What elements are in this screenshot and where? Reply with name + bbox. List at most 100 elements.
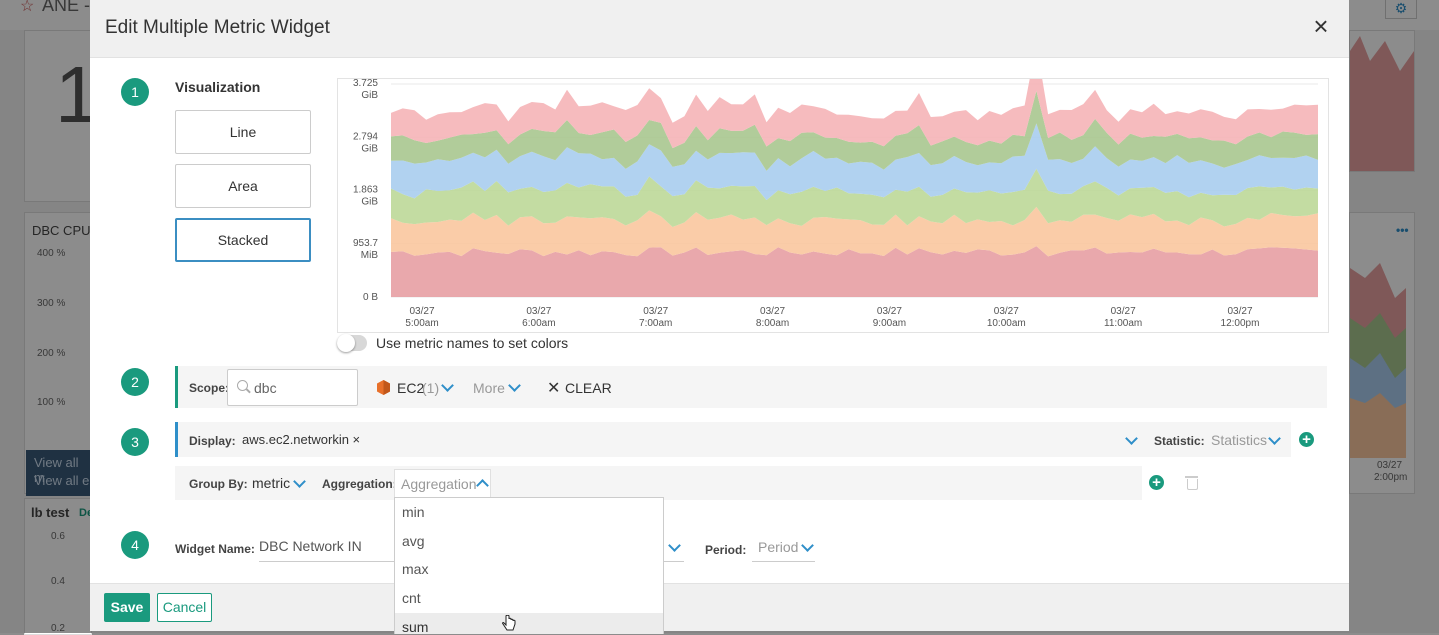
chevron-down-icon[interactable]: [801, 539, 814, 552]
edit-widget-modal: Edit Multiple Metric Widget × 1 Visualiz…: [90, 0, 1349, 634]
aggregation-select[interactable]: Aggregation: [394, 469, 491, 498]
statistic-select[interactable]: Statistics: [1211, 432, 1268, 448]
clear-icon[interactable]: ✕: [547, 380, 561, 397]
chevron-down-icon[interactable]: [668, 539, 681, 552]
viz-line-button[interactable]: Line: [175, 110, 311, 154]
scope-accent: [175, 366, 178, 408]
area-series-4: [391, 90, 1318, 171]
right-chart-card: ••• 03/27 2:00pm: [1349, 212, 1415, 494]
scope-search-value: dbc: [254, 380, 277, 396]
aggregation-label: Aggregation:: [322, 477, 397, 491]
area-series-0: [391, 246, 1318, 297]
axis-tick: 2:00pm: [1374, 472, 1408, 483]
axis-tick: 0.4: [51, 576, 65, 587]
more-filter[interactable]: More: [473, 380, 505, 396]
aggregation-option-min[interactable]: min: [402, 504, 425, 520]
axis-tick: 0.6: [51, 531, 65, 542]
display-metric-tag[interactable]: aws.ec2.networkin ×: [242, 432, 361, 447]
x-tick-time: 6:00am: [522, 318, 555, 329]
axis-tick: 03/27: [1377, 460, 1403, 471]
area-series-1: [391, 206, 1318, 257]
display-label: Display:: [189, 434, 236, 448]
star-icon[interactable]: ☆: [20, 0, 35, 15]
y-tick-unit: GiB: [361, 143, 378, 154]
lb-test-card: lb test De 0.6 0.4 0.2: [24, 498, 94, 635]
gear-icon[interactable]: ⚙: [1385, 0, 1417, 19]
trash-icon[interactable]: [1185, 476, 1198, 490]
period-value: Period: [758, 539, 799, 555]
ec2-count: (1): [422, 380, 440, 396]
widget-select-edge[interactable]: [663, 535, 684, 562]
right-stacked-chart: [1350, 263, 1406, 458]
y-tick-label: 2.794: [353, 131, 378, 142]
close-icon[interactable]: ×: [1313, 11, 1329, 41]
viz-area-button[interactable]: Area: [175, 164, 311, 208]
axis-tick: 200 %: [37, 348, 66, 359]
view-all-metrics-link[interactable]: View all m: [34, 455, 79, 485]
search-icon: [237, 380, 248, 391]
x-tick-date: 03/27: [1111, 306, 1136, 317]
area-series-2: [391, 168, 1318, 227]
more-menu-icon[interactable]: •••: [1396, 223, 1409, 237]
period-select[interactable]: Period: [752, 535, 815, 562]
aggregation-placeholder: Aggregation: [401, 476, 477, 492]
ec2-filter[interactable]: EC2: [397, 380, 425, 396]
x-tick-time: 7:00am: [639, 318, 672, 329]
axis-tick: 100 %: [37, 397, 66, 408]
add-group-icon[interactable]: +: [1149, 475, 1164, 490]
y-tick-label: 0 B: [363, 292, 378, 303]
modal-title: Edit Multiple Metric Widget: [105, 17, 330, 38]
view-all-popover: View all m View all e: [26, 450, 90, 496]
modal-footer: Save Cancel: [90, 583, 1349, 631]
add-metric-icon[interactable]: +: [1299, 432, 1314, 447]
x-tick-time: 8:00am: [756, 318, 789, 329]
area-series-3: [391, 123, 1318, 201]
x-tick-date: 03/27: [526, 306, 551, 317]
dbc-cpu-title: DBC CPU: [32, 223, 91, 238]
view-all-events-link[interactable]: View all e: [34, 473, 90, 488]
chevron-up-icon[interactable]: [476, 479, 489, 492]
toggle-knob: [337, 334, 355, 352]
lb-test-link[interactable]: De: [79, 507, 94, 519]
step-2-badge: 2: [121, 368, 149, 396]
statistic-label: Statistic:: [1154, 434, 1205, 448]
cancel-button[interactable]: Cancel: [157, 593, 212, 622]
x-tick-time: 5:00am: [405, 318, 438, 329]
y-tick-unit: GiB: [361, 90, 378, 101]
mini-chart: [1350, 36, 1414, 171]
x-tick-time: 10:00am: [987, 318, 1026, 329]
x-tick-date: 03/27: [877, 306, 902, 317]
scope-search-input[interactable]: dbc: [227, 369, 358, 406]
y-tick-unit: GiB: [361, 197, 378, 208]
dashboard-title: ANE -: [42, 0, 91, 15]
group-by-select[interactable]: metric: [252, 475, 291, 491]
step-1-badge: 1: [121, 78, 149, 106]
aggregation-option-cnt[interactable]: cnt: [402, 590, 421, 606]
aggregation-option-sum[interactable]: sum: [395, 613, 663, 634]
area-series-5: [391, 44, 1318, 149]
axis-tick: 300 %: [37, 298, 66, 309]
x-tick-date: 03/27: [1227, 306, 1252, 317]
x-tick-time: 12:00pm: [1221, 318, 1260, 329]
save-button[interactable]: Save: [104, 593, 150, 622]
summary-card-right: [1349, 30, 1415, 172]
display-row: [175, 422, 1291, 457]
aggregation-option-max[interactable]: max: [402, 561, 429, 577]
aggregation-option-avg[interactable]: avg: [402, 533, 425, 549]
x-tick-time: 9:00am: [873, 318, 906, 329]
modal-header: Edit Multiple Metric Widget ×: [90, 0, 1349, 58]
metric-colors-label: Use metric names to set colors: [376, 335, 569, 351]
axis-tick: 0.2: [51, 623, 65, 634]
display-accent: [175, 422, 178, 457]
scope-label: Scope:: [189, 381, 230, 395]
widget-name-input[interactable]: DBC Network IN: [259, 533, 399, 562]
y-tick-label: 953.7: [353, 238, 378, 249]
period-label: Period:: [705, 543, 747, 557]
visualization-label: Visualization: [175, 79, 261, 95]
metric-colors-toggle[interactable]: [337, 334, 367, 352]
clear-button[interactable]: CLEAR: [565, 380, 612, 396]
viz-stacked-button[interactable]: Stacked: [175, 218, 311, 262]
ec2-icon: [377, 380, 390, 395]
y-tick-label: 1.863: [353, 185, 378, 196]
